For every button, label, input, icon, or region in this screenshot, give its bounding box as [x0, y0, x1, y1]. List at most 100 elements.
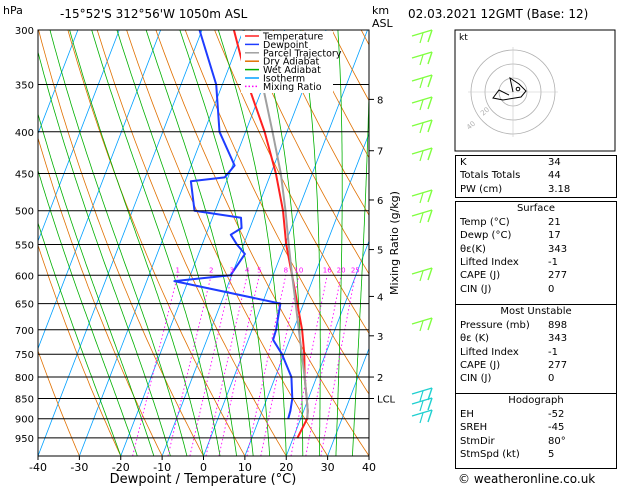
altitude-tick-label: 7	[377, 147, 383, 158]
legend-label: Dewpoint	[263, 40, 308, 51]
index-label: θε (K)	[460, 333, 490, 345]
isotherm-line	[79, 30, 244, 456]
index-row: SREH -45	[456, 422, 626, 436]
wet-adiabat-line	[38, 112, 155, 456]
index-row: CAPE (J) 277	[456, 270, 626, 284]
index-row: Dewp (°C) 17	[456, 230, 626, 244]
temperature-tick-label: -30	[70, 461, 88, 474]
index-value: 277	[548, 270, 568, 282]
index-row: EH -52	[456, 409, 626, 423]
index-row: CAPE (J) 277	[456, 360, 626, 374]
mixing-ratio-line	[132, 275, 179, 456]
dry-adiabat-line	[38, 30, 204, 456]
wind-barb	[411, 74, 433, 89]
hodograph-stats-title: Hodograph	[508, 395, 564, 406]
index-row: CIN (J) 0	[456, 284, 626, 298]
isotherm-line	[285, 239, 369, 456]
x-axis-title: Dewpoint / Temperature (°C)	[110, 472, 297, 486]
index-row: CIN (J) 0	[456, 373, 626, 387]
pressure-tick-label: 850	[15, 394, 34, 405]
wind-barb	[411, 96, 433, 111]
altitude-tick-label: 8	[377, 95, 383, 106]
legend-label: Isotherm	[263, 74, 305, 85]
index-value: 898	[548, 320, 568, 331]
index-value: -45	[548, 422, 565, 434]
legend-label: Wet Adiabat	[263, 65, 321, 76]
index-value: 5	[548, 448, 555, 460]
index-value: 0	[548, 373, 555, 385]
isotherm-lines	[38, 30, 369, 456]
index-row: K 34	[456, 157, 626, 171]
wind-barb	[411, 51, 433, 66]
index-row: Lifted Index -1	[456, 257, 626, 271]
pressure-tick-label: 900	[15, 415, 34, 426]
index-label: CAPE (J)	[460, 359, 501, 371]
wind-barb	[411, 387, 433, 402]
altitude-tick-label: LCL	[377, 394, 396, 405]
wet-adiabat-line	[335, 30, 343, 456]
index-label: K	[460, 157, 467, 168]
mixing-ratio-line	[218, 275, 260, 456]
mixing-ratio-line	[189, 275, 233, 456]
km-unit-label: km	[372, 4, 389, 17]
hodograph-unit-label: kt	[459, 33, 468, 43]
index-value: 3.18	[548, 183, 571, 195]
most-unstable-title: Most Unstable	[500, 306, 572, 317]
pressure-tick-label: 500	[15, 207, 34, 218]
temperature-tick-label: 40	[362, 461, 376, 474]
altitude-axis: 8 7 6 5 4 3 2 LCL	[369, 95, 396, 405]
mixing-ratio-label: 20	[337, 266, 346, 274]
wet-adiabat-line	[69, 30, 204, 456]
index-value: 34	[548, 157, 561, 168]
mixing-ratio-label: 8	[284, 266, 288, 274]
wet-adiabat-line	[179, 30, 271, 456]
index-row: Pressure (mb) 898	[456, 320, 626, 334]
mixing-ratio-label: 4	[245, 266, 250, 274]
temperature-axis: -40 -30 -20 -10 0 10 20 30 40	[29, 456, 376, 474]
index-label: EH	[460, 409, 474, 420]
index-value: 343	[548, 333, 568, 345]
wind-barb	[411, 317, 433, 332]
hpa-unit-label: hPa	[3, 4, 23, 17]
index-label: Lifted Index	[460, 346, 519, 358]
hodograph-ring-label: 20	[479, 106, 491, 118]
wet-adiabat-lines	[38, 30, 369, 456]
index-row: StmDir 80°	[456, 436, 626, 450]
most-unstable-panel: Most Unstable Pressure (mb) 898 θε (K) 343 L…	[455, 304, 617, 394]
temperature-tick-label: 0	[200, 461, 207, 474]
indices-panel: K 34 Totals Totals 44 PW (cm) 3.18	[455, 155, 617, 198]
pressure-tick-label: 600	[15, 271, 34, 282]
temperature-tick-label: -20	[112, 461, 130, 474]
index-row: PW (cm) 3.18	[456, 184, 626, 198]
isotherm-line	[38, 30, 120, 243]
pressure-axis: 300 350 400 450 500 550 600 650 700 750 800 850 900 9…	[15, 26, 34, 445]
index-value: 17	[548, 230, 561, 242]
wind-barbs	[411, 29, 433, 424]
index-value: 343	[548, 243, 568, 255]
pressure-tick-label: 400	[15, 128, 34, 139]
dry-adiabat-line	[302, 30, 369, 159]
wind-barb	[411, 267, 433, 282]
wind-barb	[411, 29, 433, 44]
mixing-ratio-labels: 1 2 3 4 5 8 10 16 20 25	[175, 266, 359, 274]
index-value: 277	[548, 359, 568, 371]
isotherm-line	[38, 30, 203, 456]
mixing-ratio-label: 25	[351, 266, 360, 274]
altitude-tick-label: 4	[377, 292, 383, 303]
hodograph-stats-panel: Hodograph EH -52 SREH -45 StmDir 80° StmSpd (k…	[455, 393, 617, 469]
date-title: 02.03.2021 12GMT (Base: 12)	[408, 7, 588, 21]
mixing-ratio-label: 3	[230, 266, 234, 274]
wind-barb	[411, 119, 433, 134]
index-label: CIN (J)	[460, 283, 492, 295]
storm-motion-marker	[515, 86, 521, 92]
altitude-tick-label: 2	[377, 373, 383, 384]
index-label: Pressure (mb)	[460, 320, 530, 331]
isotherm-line	[38, 30, 79, 135]
mixing-ratio-label: 16	[323, 266, 332, 274]
mixing-ratio-label: 5	[257, 266, 261, 274]
wind-barb	[411, 397, 433, 412]
pressure-tick-label: 750	[15, 350, 34, 361]
temperature-tick-label: 10	[238, 461, 252, 474]
mixing-ratio-label: 1	[175, 266, 179, 274]
